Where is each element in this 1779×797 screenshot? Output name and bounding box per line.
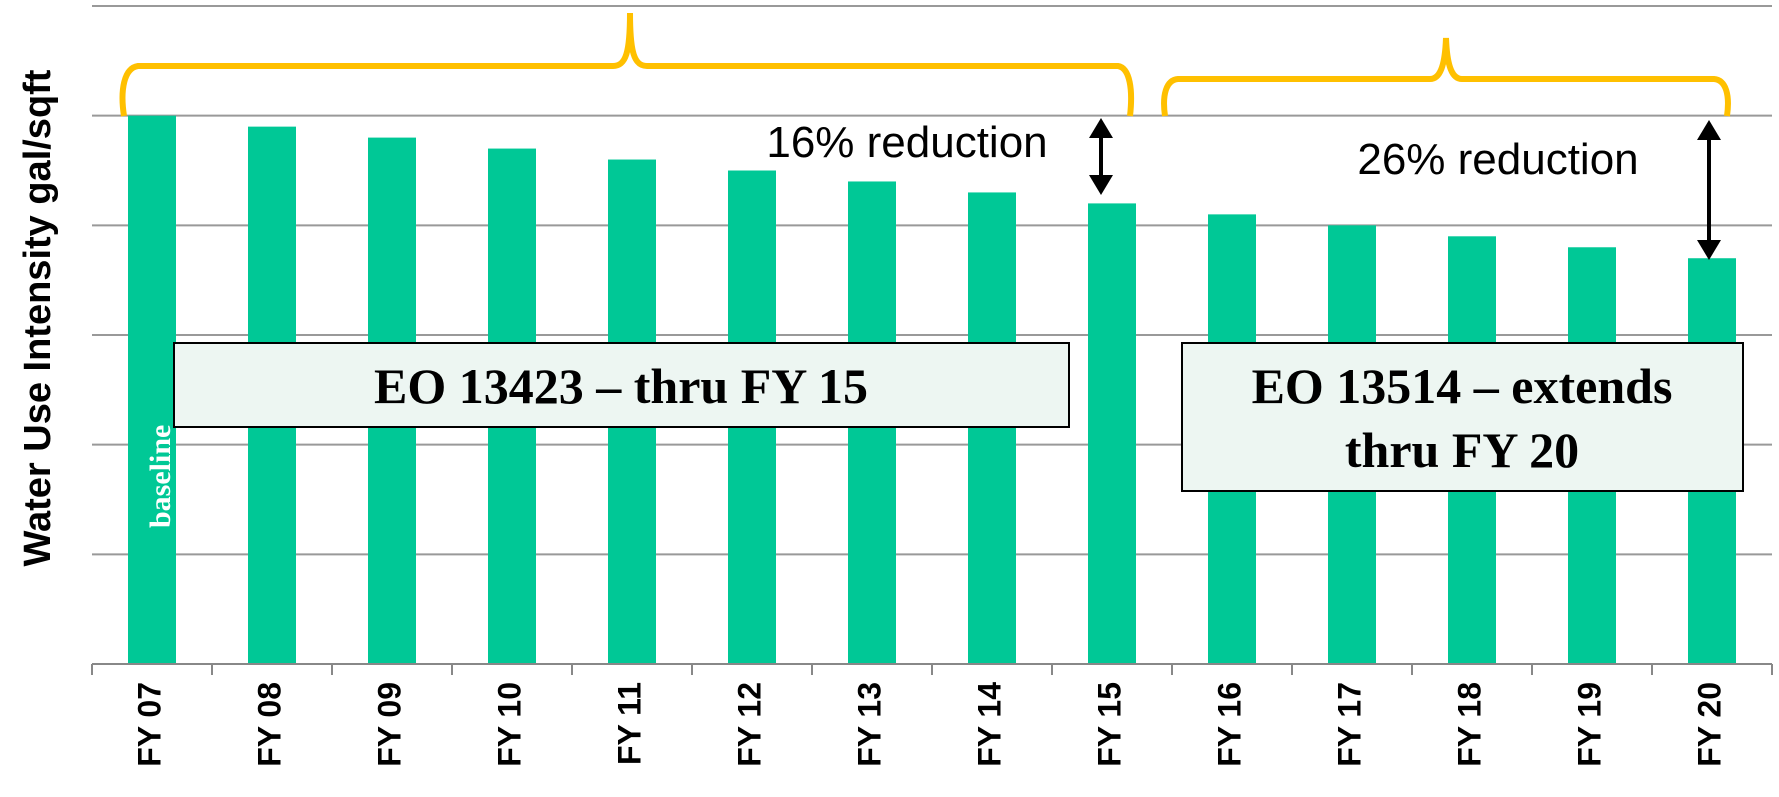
bar-fy-14	[968, 192, 1016, 664]
x-tick-label: FY 17	[1331, 682, 1367, 767]
x-tick-label: FY 10	[491, 682, 527, 767]
bracket-eo13514	[1161, 37, 1731, 117]
x-tick-label: FY 13	[851, 682, 887, 767]
x-tick-labels: FY 07 FY 08 FY 09 FY 10 FY 11 FY 12 FY 13 FY 14…	[131, 682, 1727, 767]
bar-fy-07	[128, 115, 176, 664]
x-tick-label: FY 11	[611, 682, 647, 765]
x-tick-label: FY 12	[731, 682, 767, 767]
y-axis-label: Water Use Intensity gal/sqft	[17, 69, 59, 566]
x-tick-label: FY 14	[971, 682, 1007, 767]
bar-fy-15	[1088, 203, 1136, 664]
x-tick-label: FY 20	[1691, 682, 1727, 767]
bar-label-baseline: baseline	[144, 425, 177, 528]
reduction-arrow-1	[1089, 118, 1113, 195]
annotation-16-reduction: 16% reduction	[766, 118, 1047, 167]
x-tick-label: FY 09	[371, 682, 407, 767]
x-tick-label: FY 19	[1571, 682, 1607, 767]
reduction-arrow-2	[1697, 120, 1721, 260]
x-tick-label: FY 08	[251, 682, 287, 767]
x-tick-label: FY 16	[1211, 682, 1247, 767]
callout-eo13514-line2: thru FY 20	[1345, 422, 1579, 478]
annotation-26-reduction: 26% reduction	[1357, 135, 1638, 184]
x-tick-label: FY 15	[1091, 682, 1127, 767]
callout-box-eo13514	[1181, 342, 1744, 492]
bracket-eo13423	[119, 12, 1135, 117]
x-tick-label: FY 07	[131, 682, 167, 767]
x-tick-label: FY 18	[1451, 682, 1487, 767]
callout-box-eo13423	[173, 342, 1070, 428]
callout-eo13423-text: EO 13423 – thru FY 15	[374, 358, 868, 414]
callout-eo13514-line1: EO 13514 – extends	[1252, 358, 1673, 414]
x-axis	[91, 663, 1773, 675]
